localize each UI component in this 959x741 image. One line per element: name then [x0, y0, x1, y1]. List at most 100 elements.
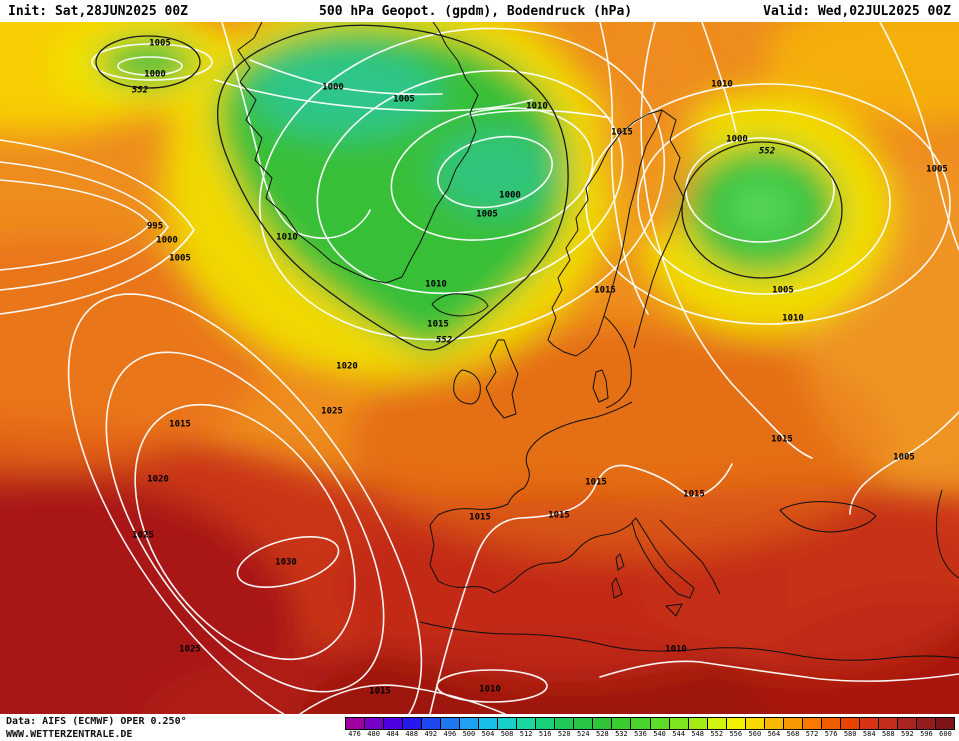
isobar-label: 1015: [469, 512, 491, 523]
colorbar-cell: [403, 718, 423, 729]
isobar-label: 1020: [336, 361, 358, 372]
colorbar-cell: [536, 718, 556, 729]
geopotential-552-label: 552: [131, 85, 149, 96]
colorbar-tick-label: 548: [691, 730, 704, 738]
weather-map: 1005 1000 552 1000 1005 1010 1015 1010 1000 552 10…: [0, 22, 959, 714]
isobar-label: 1015: [169, 419, 191, 430]
weather-map-canvas: [0, 22, 959, 714]
isobar-label: 1010: [526, 101, 548, 112]
isobar-label: 1015: [683, 489, 705, 500]
isobar-label: 1015: [594, 285, 616, 296]
colorbar-cell: [593, 718, 613, 729]
map-header: Init: Sat,28JUN2025 00Z 500 hPa Geopot. …: [0, 0, 959, 22]
colorbar-tick-labels: 476 480 484 488 492 496 500 504 508 512 516 520 524 5…: [345, 730, 955, 739]
website-label: WWW.WETTERZENTRALE.DE: [6, 729, 133, 740]
isobar-label: 1030: [275, 557, 297, 568]
colorbar-cell: [384, 718, 404, 729]
isobar-label: 1005: [476, 209, 498, 220]
isobar-label: 1000: [499, 190, 521, 201]
colorbar-cell: [517, 718, 537, 729]
geopotential-552-label: 552: [435, 335, 453, 346]
isobar-label: 995: [146, 221, 164, 232]
colorbar-tick-label: 596: [920, 730, 933, 738]
colorbar-cell: [460, 718, 480, 729]
colorbar-tick-label: 544: [672, 730, 685, 738]
colorbar-tick-label: 508: [500, 730, 514, 738]
colorbar-tick-label: 552: [710, 730, 724, 738]
colorbar-cell: [631, 718, 651, 729]
colorbar-tick-label: 512: [519, 730, 533, 738]
isobar-label: 1005: [393, 94, 415, 105]
isobar-label: 1010: [479, 684, 501, 695]
colorbar-tick-label: 600: [939, 730, 952, 738]
colorbar-cell: [479, 718, 499, 729]
colorbar-cell: [935, 718, 954, 729]
colorbar-tick-label: 536: [634, 730, 647, 738]
colorbar-cell: [878, 718, 898, 729]
colorbar-tick-label: 488: [405, 730, 419, 738]
isobar-label: 1000: [156, 235, 178, 246]
isobar-label: 1010: [425, 279, 447, 290]
map-label-layer: 1005 1000 552 1000 1005 1010 1015 1010 1000 552 10…: [0, 22, 959, 714]
colorbar-tick-label: 520: [557, 730, 571, 738]
isobar-label: 1020: [147, 474, 169, 485]
colorbar-cell: [840, 718, 860, 729]
isobar-label: 1000: [726, 134, 748, 145]
colorbar-tick-label: 588: [881, 730, 895, 738]
isobar-label: 1010: [711, 79, 733, 90]
isobar-label: 1005: [149, 38, 171, 49]
colorbar-cell: [745, 718, 765, 729]
isobar-label: 1000: [322, 82, 344, 93]
colorbar-cell: [764, 718, 784, 729]
coastlines: [237, 22, 959, 661]
init-label: Init: Sat,28JUN2025 00Z: [8, 3, 189, 19]
isobar-label: 1010: [782, 313, 804, 324]
colorbar-tick-label: 516: [538, 730, 552, 738]
colorbar-tick-label: 476: [348, 730, 361, 738]
isobar-label: 1015: [771, 434, 793, 445]
colorbar-tick-label: 576: [824, 730, 838, 738]
colorbar-tick-label: 492: [424, 730, 438, 738]
isobar-contours: [0, 22, 959, 714]
geopotential-552-contour: [95, 24, 843, 351]
colorbar-tick-label: 556: [729, 730, 743, 738]
colorbar-cell: [669, 718, 689, 729]
colorbar-tick-label: 496: [443, 730, 457, 738]
colorbar-cell: [422, 718, 442, 729]
colorbar-legend: 476 480 484 488 492 496 500 504 508 512 516 520 524 5…: [345, 717, 955, 740]
colorbar-tick-label: 540: [653, 730, 666, 738]
colorbar-tick-label: 580: [843, 730, 857, 738]
colorbar-cell: [802, 718, 822, 729]
colorbar-cell: [650, 718, 670, 729]
colorbar-tick-label: 528: [596, 730, 609, 738]
data-source-label: Data: AIFS (ECMWF) OPER 0.250°: [6, 716, 187, 727]
colorbar-cell: [859, 718, 879, 729]
colorbar-cell: [612, 718, 632, 729]
colorbar-cell: [783, 718, 803, 729]
colorbar-cell: [916, 718, 936, 729]
colorbar-cell: [574, 718, 594, 729]
isobar-label: 1015: [585, 477, 607, 488]
colorbar-tick-label: 584: [862, 730, 876, 738]
valid-label: Valid: Wed,02JUL2025 00Z: [763, 3, 951, 19]
isobar-label: 1005: [893, 452, 915, 463]
colorbar-cells: [345, 717, 955, 730]
colorbar-tick-label: 572: [805, 730, 819, 738]
colorbar-cell: [821, 718, 841, 729]
colorbar-cell: [688, 718, 708, 729]
geopotential-552-label: 552: [758, 146, 776, 157]
colorbar-tick-label: 560: [748, 730, 762, 738]
isobar-label: 1005: [772, 285, 794, 296]
geopotential-color-field: [0, 22, 959, 714]
isobar-label: 1015: [369, 686, 391, 697]
colorbar-cell: [498, 718, 518, 729]
isobar-label: 1025: [321, 406, 343, 417]
isobar-label: 1005: [169, 253, 191, 264]
map-title: 500 hPa Geopot. (gpdm), Bodendruck (hPa): [319, 3, 633, 19]
colorbar-tick-label: 480: [367, 730, 380, 738]
colorbar-cell: [346, 718, 366, 729]
colorbar-tick-label: 568: [786, 730, 800, 738]
colorbar-tick-label: 500: [462, 730, 476, 738]
colorbar-tick-label: 524: [576, 730, 590, 738]
isobar-label: 1010: [276, 232, 298, 243]
